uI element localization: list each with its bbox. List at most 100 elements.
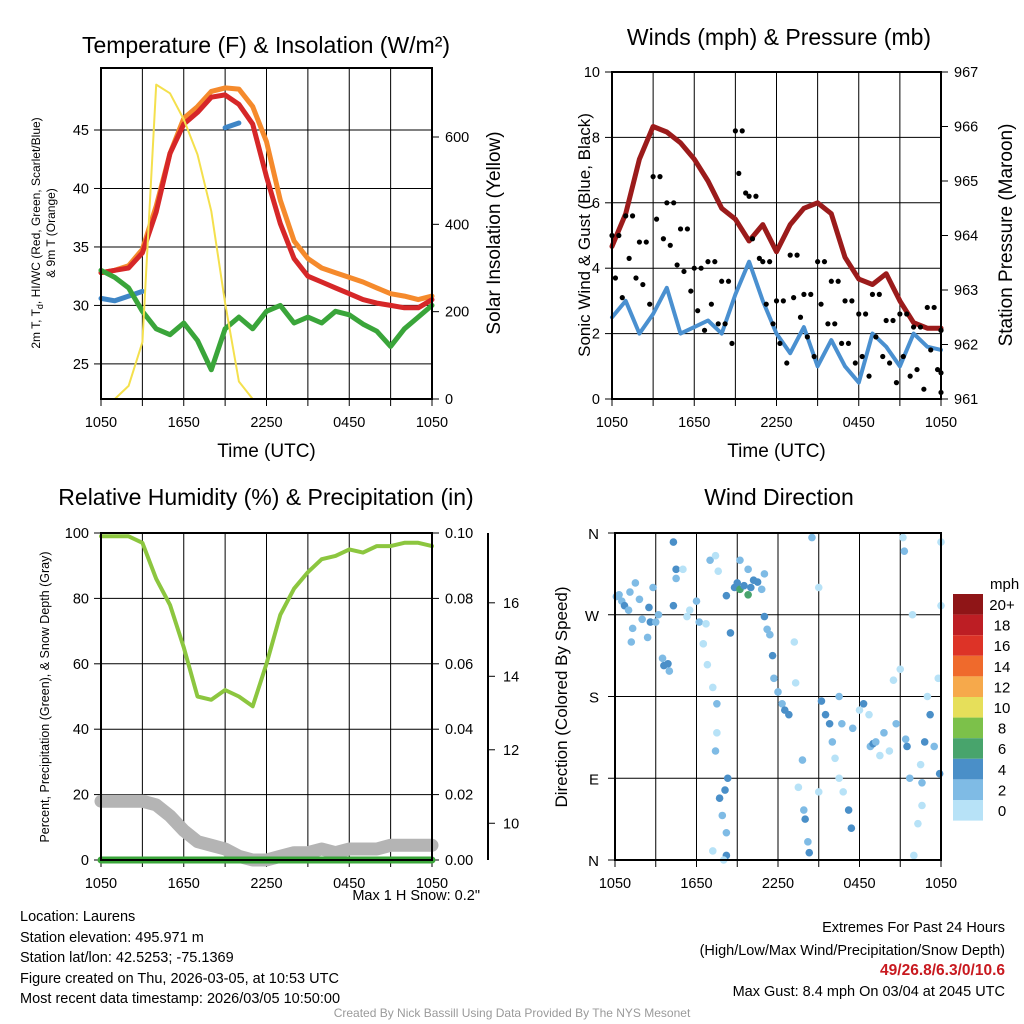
y-axis-title-part: 2m T, T	[29, 308, 43, 348]
wind-direction-point	[903, 742, 911, 751]
max-snow-annotation: Max 1 H Snow: 0.2"	[352, 888, 480, 904]
wind-direction-point	[695, 618, 704, 626]
legend-label: 10	[994, 700, 1011, 717]
extremes-subtitle: (High/Low/Max Wind/Precipitation/Snow De…	[699, 942, 1005, 959]
wind-direction-point	[916, 760, 925, 769]
y-tick-label: 0	[81, 853, 89, 869]
wind-direction-point	[817, 697, 826, 705]
wind-direction-point	[935, 769, 944, 778]
wind-direction-point	[624, 606, 633, 615]
wind-direction-point	[726, 629, 735, 637]
wind-direction-point	[889, 676, 898, 684]
gust-point	[777, 340, 783, 347]
x-tick-label: 0450	[333, 415, 365, 431]
wind-direction-point	[651, 618, 660, 626]
wind-direction-point	[638, 615, 646, 624]
max-gust-text: Max Gust: 8.4 mph On 03/04 at 2045 UTC	[732, 983, 1005, 1000]
wind-direction-point	[722, 828, 731, 837]
gust-point	[845, 340, 852, 347]
gust-point	[869, 291, 876, 297]
wind-direction-point	[847, 824, 856, 833]
gust-point	[866, 373, 872, 379]
gust-point	[928, 347, 934, 353]
y-right-tick-label: 0.10	[445, 526, 473, 542]
wind-direction-point	[685, 606, 694, 615]
y-right-tick-label: 200	[445, 305, 469, 321]
gust-point	[664, 200, 670, 206]
legend-swatch	[953, 635, 983, 656]
wind-direction-point	[766, 630, 774, 639]
y-tick-label: 6	[592, 196, 600, 212]
wind-direction-point	[646, 618, 655, 626]
wind-direction-point	[733, 579, 742, 587]
gust-point	[660, 236, 667, 242]
x-tick-label: 1650	[680, 876, 712, 892]
gust-point	[657, 174, 663, 180]
gust-point	[914, 366, 920, 373]
gust-point	[695, 308, 701, 314]
wind-direction-point	[896, 665, 905, 674]
wind-direction-point	[649, 583, 657, 592]
wind-direction-point	[714, 567, 723, 575]
y-right-tick-label: 0.02	[445, 788, 473, 804]
gust-point	[715, 321, 721, 327]
wind-direction-point	[628, 624, 637, 633]
y-right-tick-label: 967	[954, 65, 978, 81]
gust-point	[842, 298, 848, 304]
wind-direction-point	[664, 660, 672, 668]
gust-point	[773, 298, 780, 304]
legend-swatch	[953, 697, 983, 718]
series-relative-humidity	[99, 534, 434, 709]
y-tick-label: W	[585, 608, 600, 625]
wind-direction-point	[760, 612, 769, 621]
plot-border	[100, 67, 433, 400]
y-tick-label: 80	[73, 591, 89, 607]
series-pressure	[609, 124, 944, 331]
wind-direction-point	[713, 699, 721, 708]
x-tick-label: 0450	[843, 876, 875, 892]
wind-direction-point	[865, 710, 873, 719]
wind-direction-point	[899, 533, 907, 542]
wind-direction-point	[801, 815, 809, 823]
wind-direction-point	[665, 667, 674, 675]
wind-direction-point	[821, 710, 830, 719]
gust-point	[701, 327, 708, 333]
y-tick-label: 0	[592, 392, 600, 408]
gust-point	[924, 304, 930, 311]
gust-point	[917, 324, 924, 330]
wind-direction-point	[785, 710, 793, 719]
y-tick-label: 20	[73, 788, 89, 804]
gust-point	[612, 275, 619, 281]
wind-direction-point	[835, 692, 843, 701]
series-2m-t	[98, 92, 435, 311]
y-tick-label: 4	[592, 261, 600, 277]
y-right-tick-label: 600	[445, 130, 469, 146]
gust-point	[767, 259, 773, 265]
temperature-insolation-chart: Temperature (F) & Insolation (W/m²) 1050 1…	[29, 32, 505, 462]
y-axis-title-part: , HI/WC (Red, Green, Scarlet/Blue)	[29, 117, 43, 304]
extremes-block: Extremes For Past 24 Hours (High/Low/Max…	[700, 918, 1005, 1002]
x-axis-title: Time (UTC)	[217, 441, 316, 462]
x-tick-label: 1050	[925, 876, 957, 892]
gust-point	[684, 226, 690, 232]
gust-point	[890, 317, 896, 324]
gust-point	[910, 324, 917, 330]
wind-direction-point	[713, 729, 721, 737]
y-tick-label: 40	[73, 722, 89, 738]
wind-direction-point	[703, 660, 712, 669]
gust-point	[722, 321, 728, 327]
gust-point	[900, 353, 906, 360]
gust-point	[784, 360, 790, 366]
wind-direction-point	[699, 640, 708, 648]
gust-point	[623, 213, 629, 219]
gust-point	[801, 291, 807, 297]
legend-swatch	[953, 717, 983, 739]
gust-point	[760, 259, 766, 265]
chart-title: Temperature (F) & Insolation (W/m²)	[82, 32, 450, 58]
latlon-text: Station lat/lon: 42.5253; -75.1369	[20, 950, 234, 966]
legend-swatch	[953, 758, 983, 780]
y-right-tick-label: 962	[954, 338, 978, 354]
gust-point	[732, 128, 738, 134]
gust-point	[712, 259, 718, 265]
